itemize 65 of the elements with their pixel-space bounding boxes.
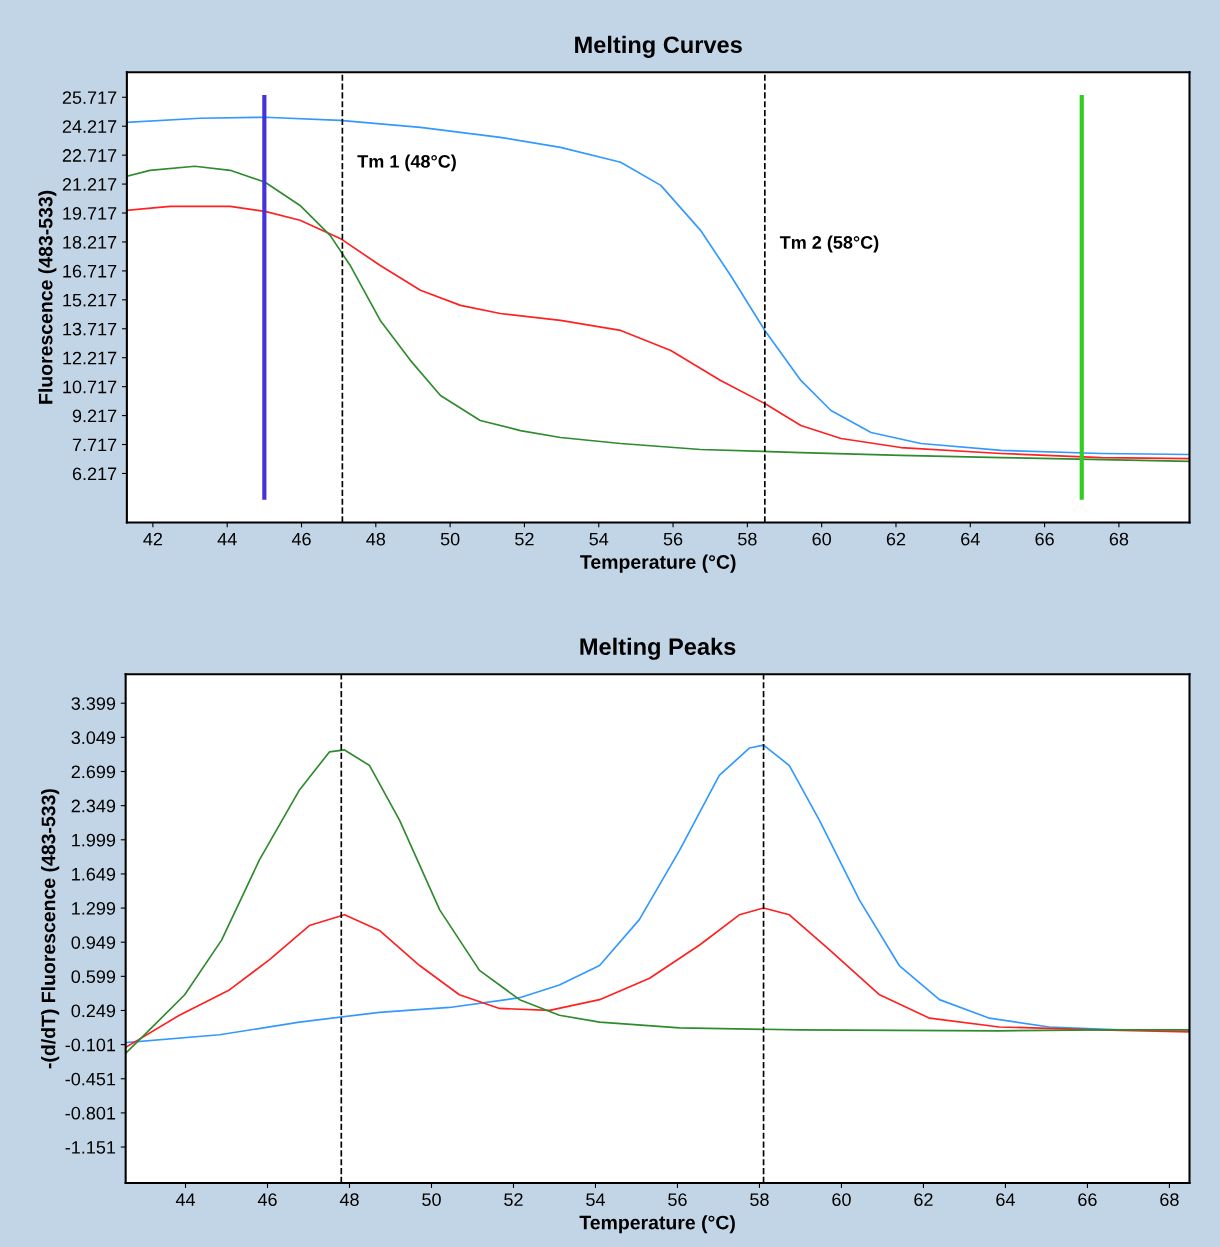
ref-line-label: Tm 2 (58°C)	[779, 235, 879, 253]
y-tick-label: 18.217	[63, 235, 117, 249]
y-tick-label: 16.717	[63, 264, 117, 278]
y-axis-title: Fluorescence (483-533)	[38, 190, 57, 404]
x-tick-label: 52	[504, 1193, 523, 1207]
x-tick-label: 58	[750, 1193, 769, 1207]
y-tick-label: 2.349	[71, 799, 116, 813]
y-tick-label: 10.717	[63, 380, 117, 394]
y-tick-label: -0.801	[65, 1106, 116, 1120]
x-tick-label: 56	[668, 1193, 687, 1207]
y-tick-label: 22.717	[62, 149, 117, 162]
x-tick-label: 64	[961, 532, 980, 546]
x-axis-title: Temperature (°C)	[580, 554, 736, 573]
x-tick-label: 60	[812, 532, 832, 546]
x-tick-label: 42	[143, 532, 163, 546]
x-tick-label: 64	[996, 1193, 1015, 1207]
y-tick-label: 3.399	[71, 697, 116, 710]
y-tick-label: 0.949	[71, 936, 116, 949]
y-tick-label: 12.217	[63, 351, 117, 365]
x-tick-label: 66	[1078, 1193, 1097, 1207]
chart-title: Melting Peaks	[580, 637, 736, 660]
x-tick-label: 68	[1109, 532, 1129, 546]
y-tick-label: 1.649	[72, 867, 116, 881]
x-tick-label: 46	[257, 1193, 277, 1207]
line-series	[125, 907, 1190, 1049]
x-tick-label: 56	[663, 532, 683, 546]
y-tick-label: 0.599	[71, 970, 116, 984]
y-tick-label: 25.717	[62, 91, 117, 104]
y-tick-label: 1.999	[72, 833, 116, 847]
chart-title: Melting Curves	[575, 35, 742, 58]
x-tick-label: 60	[832, 1193, 851, 1207]
y-tick-label: 1.299	[72, 901, 116, 915]
y-tick-label: 13.717	[63, 322, 117, 336]
x-tick-label: 50	[440, 532, 460, 546]
y-tick-label: 3.049	[71, 731, 116, 745]
x-tick-label: 44	[175, 1193, 196, 1206]
y-tick-label: 2.699	[71, 765, 116, 779]
x-tick-label: 52	[515, 532, 534, 546]
y-tick-label: 21.217	[62, 178, 117, 191]
x-tick-label: 46	[291, 532, 311, 546]
x-axis-title: Temperature (°C)	[579, 1215, 735, 1234]
y-tick-label: 19.717	[63, 206, 117, 220]
x-tick-label: 54	[586, 1193, 605, 1207]
x-tick-label: 62	[914, 1193, 933, 1207]
x-tick-label: 50	[422, 1193, 441, 1207]
ref-line-label: Tm 1 (48°C)	[357, 154, 456, 172]
y-tick-label: 9.217	[72, 409, 117, 423]
x-tick-label: 54	[589, 532, 609, 546]
x-tick-label: 48	[366, 532, 386, 546]
x-tick-label: 48	[339, 1193, 359, 1207]
line-series	[126, 116, 1190, 456]
y-tick-label: 24.217	[62, 120, 117, 133]
x-tick-label: 44	[217, 532, 237, 546]
y-tick-label: -1.151	[65, 1141, 116, 1154]
x-tick-label: 68	[1160, 1193, 1179, 1207]
y-tick-label: 6.217	[72, 467, 117, 481]
x-tick-label: 66	[1035, 532, 1054, 546]
y-tick-label: 15.217	[63, 293, 117, 307]
y-tick-label: 0.249	[71, 1004, 116, 1018]
y-tick-label: -0.101	[65, 1038, 116, 1052]
y-tick-label: -0.451	[65, 1072, 116, 1086]
x-tick-label: 58	[738, 532, 757, 546]
y-axis-title: -(d/dT) Fluorescence (483-533)	[41, 789, 60, 1069]
x-tick-label: 62	[886, 532, 906, 546]
y-tick-label: 7.717	[72, 438, 117, 452]
